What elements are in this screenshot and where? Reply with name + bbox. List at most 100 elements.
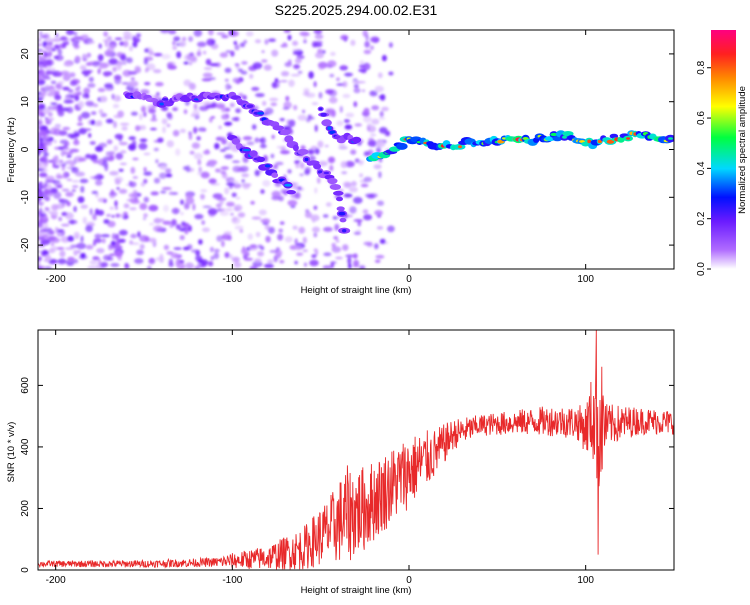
noise-speckle (209, 77, 216, 80)
noise-speckle (100, 95, 108, 103)
noise-speckle (354, 123, 363, 127)
noise-speckle (335, 239, 340, 243)
mid-branch (317, 106, 362, 145)
noise-speckle (205, 104, 216, 109)
noise-speckle (40, 156, 48, 164)
ridge-peak (668, 137, 673, 140)
noise-speckle (224, 121, 233, 126)
noise-speckle (120, 150, 127, 154)
noise-speckle (262, 218, 271, 225)
noise-speckle (277, 233, 284, 241)
x-tick-label: -200 (46, 575, 66, 586)
ridge-peak (327, 126, 332, 131)
noise-speckle (153, 177, 161, 184)
noise-speckle (57, 232, 62, 237)
noise-speckle (363, 115, 372, 123)
noise-speckle (183, 202, 190, 210)
noise-speckle (108, 244, 116, 248)
noise-speckle (115, 233, 120, 241)
noise-speckle (132, 157, 139, 161)
noise-speckle (113, 94, 121, 102)
noise-speckle (265, 235, 271, 243)
noise-speckle (203, 67, 213, 70)
noise-speckle (45, 254, 52, 262)
noise-speckle (136, 33, 141, 38)
noise-speckle (45, 175, 55, 181)
noise-speckle (77, 196, 85, 204)
noise-speckle (193, 126, 198, 134)
noise-speckle (252, 62, 263, 70)
noise-speckle (235, 79, 241, 85)
noise-speckle (49, 247, 55, 254)
noise-speckle (314, 148, 320, 155)
noise-speckle (102, 71, 113, 76)
ridge-cell (617, 136, 625, 143)
noise-speckle (348, 186, 358, 193)
noise-speckle (70, 219, 75, 225)
noise-speckle (61, 163, 67, 167)
noise-speckle (106, 139, 113, 145)
noise-speckle (219, 52, 229, 58)
noise-speckle (303, 87, 310, 93)
ridge-peak (458, 145, 462, 149)
noise-speckle (104, 50, 112, 57)
noise-speckle (112, 103, 120, 109)
noise-speckle (97, 209, 105, 216)
noise-speckle (84, 54, 90, 59)
noise-speckle (369, 90, 378, 97)
ridge-cell (297, 148, 309, 155)
noise-speckle (379, 110, 384, 118)
noise-speckle (127, 71, 138, 75)
noise-speckle (254, 258, 262, 263)
noise-speckle (56, 104, 63, 111)
noise-speckle (260, 189, 265, 194)
noise-speckle (50, 102, 58, 106)
ridge-peak (304, 157, 309, 162)
noise-speckle (294, 245, 303, 251)
noise-speckle (51, 204, 59, 211)
noise-speckle (43, 182, 48, 187)
noise-speckle (374, 85, 384, 93)
noise-speckle (269, 249, 279, 253)
noise-speckle (38, 103, 46, 110)
noise-speckle (50, 80, 57, 85)
noise-speckle (313, 30, 323, 34)
noise-speckle (233, 204, 243, 212)
noise-speckle (76, 122, 84, 126)
noise-speckle (168, 30, 177, 35)
noise-speckle (40, 236, 45, 240)
noise-speckle (48, 112, 53, 117)
noise-speckle (80, 204, 88, 209)
noise-speckle (57, 80, 65, 84)
noise-speckle (38, 263, 41, 267)
noise-speckle (213, 252, 220, 260)
noise-speckle (299, 31, 309, 37)
noise-speckle (287, 199, 298, 207)
noise-speckle (65, 212, 74, 220)
noise-speckle (364, 41, 370, 48)
noise-speckle (131, 140, 137, 148)
noise-speckle (109, 253, 116, 257)
ridge-cell (271, 172, 279, 178)
noise-speckle (333, 236, 339, 240)
noise-speckle (231, 117, 239, 121)
noise-speckle (292, 50, 296, 55)
noise-speckle (143, 213, 148, 218)
ridge-cell (292, 144, 299, 152)
noise-speckle (210, 255, 215, 261)
ridge-peak (284, 183, 292, 187)
noise-speckle (118, 141, 128, 146)
noise-speckle (353, 231, 361, 235)
noise-speckle (233, 41, 237, 45)
noise-speckle (53, 128, 62, 136)
noise-speckle (267, 226, 275, 234)
noise-speckle (192, 109, 200, 117)
noise-speckle (221, 240, 225, 248)
noise-speckle (299, 173, 304, 177)
noise-speckle (59, 159, 63, 163)
noise-speckle (279, 118, 285, 122)
snr-x-label: Height of straight line (km) (301, 585, 412, 596)
noise-speckle (45, 70, 54, 75)
noise-speckle (211, 39, 216, 45)
